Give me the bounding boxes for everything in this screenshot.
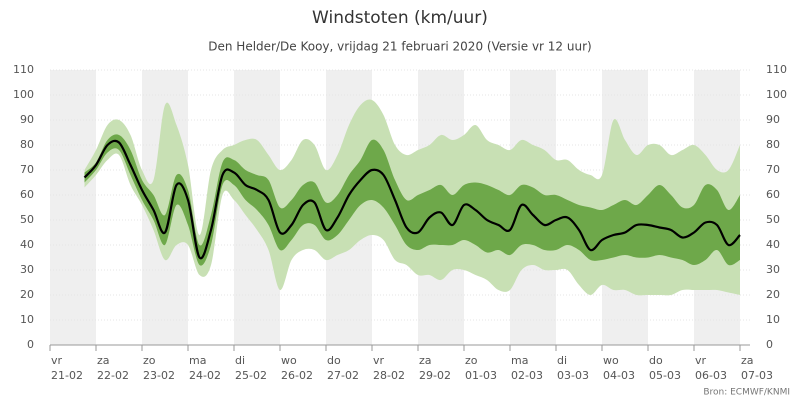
x-tick-day: zo xyxy=(465,354,478,367)
y-tick-label: 10 xyxy=(20,313,34,326)
x-tick-day: di xyxy=(557,354,567,367)
source: Bron: ECMWF/KNMI xyxy=(703,388,790,398)
x-tick-label: 02-03 xyxy=(511,369,543,382)
x-tick-day: zo xyxy=(143,354,156,367)
y-tick-label-right: 20 xyxy=(766,288,780,301)
day-stripe xyxy=(50,70,96,345)
x-tick-label: 28-02 xyxy=(373,369,405,382)
x-tick-day: wo xyxy=(281,354,297,367)
y-tick-label-right: 10 xyxy=(766,313,780,326)
y-tick-label-right: 40 xyxy=(766,238,780,251)
x-tick-day: vr xyxy=(695,354,707,367)
x-tick-day: do xyxy=(327,354,341,367)
x-tick-label: 03-03 xyxy=(557,369,589,382)
y-tick-label: 90 xyxy=(20,113,34,126)
x-tick-day: do xyxy=(649,354,663,367)
y-tick-label: 70 xyxy=(20,163,34,176)
y-tick-label: 110 xyxy=(13,63,34,76)
x-tick-label: 27-02 xyxy=(327,369,359,382)
y-tick-label-right: 60 xyxy=(766,188,780,201)
chart-title: Windstoten (km/uur) xyxy=(312,8,488,28)
x-tick-label: 23-02 xyxy=(143,369,175,382)
median-line xyxy=(83,139,741,260)
x-tick-day: wo xyxy=(603,354,619,367)
y-tick-label: 50 xyxy=(20,213,34,226)
y-tick-label: 0 xyxy=(27,338,34,351)
x-tick-day: za xyxy=(741,354,754,367)
y-tick-label-right: 110 xyxy=(766,63,787,76)
y-tick-label: 60 xyxy=(20,188,34,201)
y-tick-label-right: 50 xyxy=(766,213,780,226)
y-tick-label: 100 xyxy=(13,88,34,101)
x-tick-label: 24-02 xyxy=(189,369,221,382)
x-tick-day: di xyxy=(235,354,245,367)
y-tick-label-right: 30 xyxy=(766,263,780,276)
x-tick-label: 21-02 xyxy=(51,369,83,382)
chart-subtitle: Den Helder/De Kooy, vrijdag 21 februari … xyxy=(208,40,591,54)
y-tick-label-right: 100 xyxy=(766,88,787,101)
x-tick-label: 06-03 xyxy=(695,369,727,382)
y-tick-label: 40 xyxy=(20,238,34,251)
x-tick-label: 07-03 xyxy=(741,369,773,382)
x-tick-day: za xyxy=(419,354,432,367)
x-tick-label: 01-03 xyxy=(465,369,497,382)
y-tick-label-right: 80 xyxy=(766,138,780,151)
y-tick-label-right: 70 xyxy=(766,163,780,176)
x-tick-day: vr xyxy=(373,354,385,367)
x-tick-day: ma xyxy=(189,354,206,367)
x-tick-day: ma xyxy=(511,354,528,367)
x-tick-label: 05-03 xyxy=(649,369,681,382)
y-tick-label: 30 xyxy=(20,263,34,276)
x-tick-label: 29-02 xyxy=(419,369,451,382)
x-tick-label: 26-02 xyxy=(281,369,313,382)
x-tick-label: 04-03 xyxy=(603,369,635,382)
y-tick-label-right: 90 xyxy=(766,113,780,126)
y-tick-label: 20 xyxy=(20,288,34,301)
x-tick-day: za xyxy=(97,354,110,367)
y-tick-label-right: 0 xyxy=(766,338,773,351)
x-tick-day: vr xyxy=(51,354,63,367)
x-tick-label: 25-02 xyxy=(235,369,267,382)
plot-area xyxy=(83,99,741,296)
y-tick-label: 80 xyxy=(20,138,34,151)
band-area xyxy=(84,134,740,266)
x-tick-label: 22-02 xyxy=(97,369,129,382)
